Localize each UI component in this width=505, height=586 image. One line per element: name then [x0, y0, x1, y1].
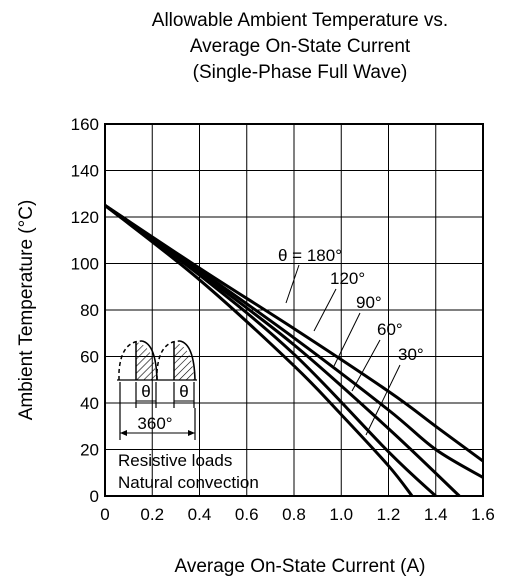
series-line-4: [104, 204, 414, 497]
label-theta-90: 90°: [356, 293, 382, 312]
period-arrowhead-left: [120, 430, 127, 436]
label-theta-60: 60°: [377, 320, 403, 339]
y-tick-label: 20: [80, 441, 99, 460]
y-tick-label: 0: [90, 487, 99, 506]
chart-title-line-3: (Single-Phase Full Wave): [193, 62, 408, 83]
x-tick-label: 0.4: [188, 505, 212, 524]
y-axis-label: Ambient Temperature (°C): [16, 200, 37, 421]
waveform-inset: θ θ 360°: [117, 340, 197, 440]
y-tick-label: 80: [80, 301, 99, 320]
chart-title-line-1: Allowable Ambient Temperature vs.: [152, 10, 448, 31]
chart-title-line-2: Average On-State Current: [190, 36, 411, 57]
note-resistive-loads: Resistive loads: [118, 451, 232, 470]
y-tick-label: 160: [71, 115, 99, 134]
theta-label-1: θ: [141, 382, 150, 401]
x-axis-label: Average On-State Current (A): [175, 556, 426, 577]
waveform-hump-2-conducting: [174, 342, 194, 380]
y-tick-labels: 0 20 40 60 80 100 120 140 160: [71, 115, 99, 506]
series-line-3: [104, 204, 437, 498]
x-tick-label: 1.4: [424, 505, 448, 524]
note-natural-convection: Natural convection: [118, 473, 259, 492]
theta-label-2: θ: [179, 382, 188, 401]
label-theta-180: θ = 180°: [278, 246, 342, 265]
y-tick-label: 40: [80, 394, 99, 413]
plot-frame: [104, 123, 484, 497]
curves: [104, 204, 484, 498]
y-tick-label: 120: [71, 208, 99, 227]
leader-180: [285, 264, 300, 304]
x-tick-labels: 0 0.2 0.4 0.6 0.8 1.0 1.2 1.4 1.6: [100, 505, 495, 524]
x-tick-label: 1.2: [377, 505, 401, 524]
leader-30: [365, 364, 401, 436]
waveform-hump-1-solid: [141, 340, 158, 381]
waveform-hump-1-dashed: [118, 340, 143, 380]
label-theta-30: 30°: [398, 345, 424, 364]
leader-90: [333, 312, 361, 367]
x-tick-label: 1.0: [329, 505, 353, 524]
y-tick-label: 140: [71, 162, 99, 181]
x-tick-label: 0: [100, 505, 109, 524]
grid: [105, 124, 483, 496]
x-tick-label: 1.6: [471, 505, 495, 524]
leader-60: [351, 339, 381, 392]
period-label: 360°: [137, 414, 172, 433]
x-tick-label: 0.2: [140, 505, 164, 524]
y-tick-label: 100: [71, 255, 99, 274]
waveform-hump-2-solid: [179, 340, 196, 381]
waveform-hump-2-dashed: [156, 340, 181, 380]
leader-120: [313, 288, 337, 332]
y-tick-label: 60: [80, 348, 99, 367]
x-tick-label: 0.6: [235, 505, 259, 524]
label-theta-120: 120°: [330, 269, 365, 288]
period-arrowhead-right: [188, 430, 195, 436]
waveform-hump-1-conducting: [136, 342, 156, 380]
curve-labels: θ = 180° 120° 90° 60° 30°: [278, 246, 424, 436]
x-tick-label: 0.8: [282, 505, 306, 524]
